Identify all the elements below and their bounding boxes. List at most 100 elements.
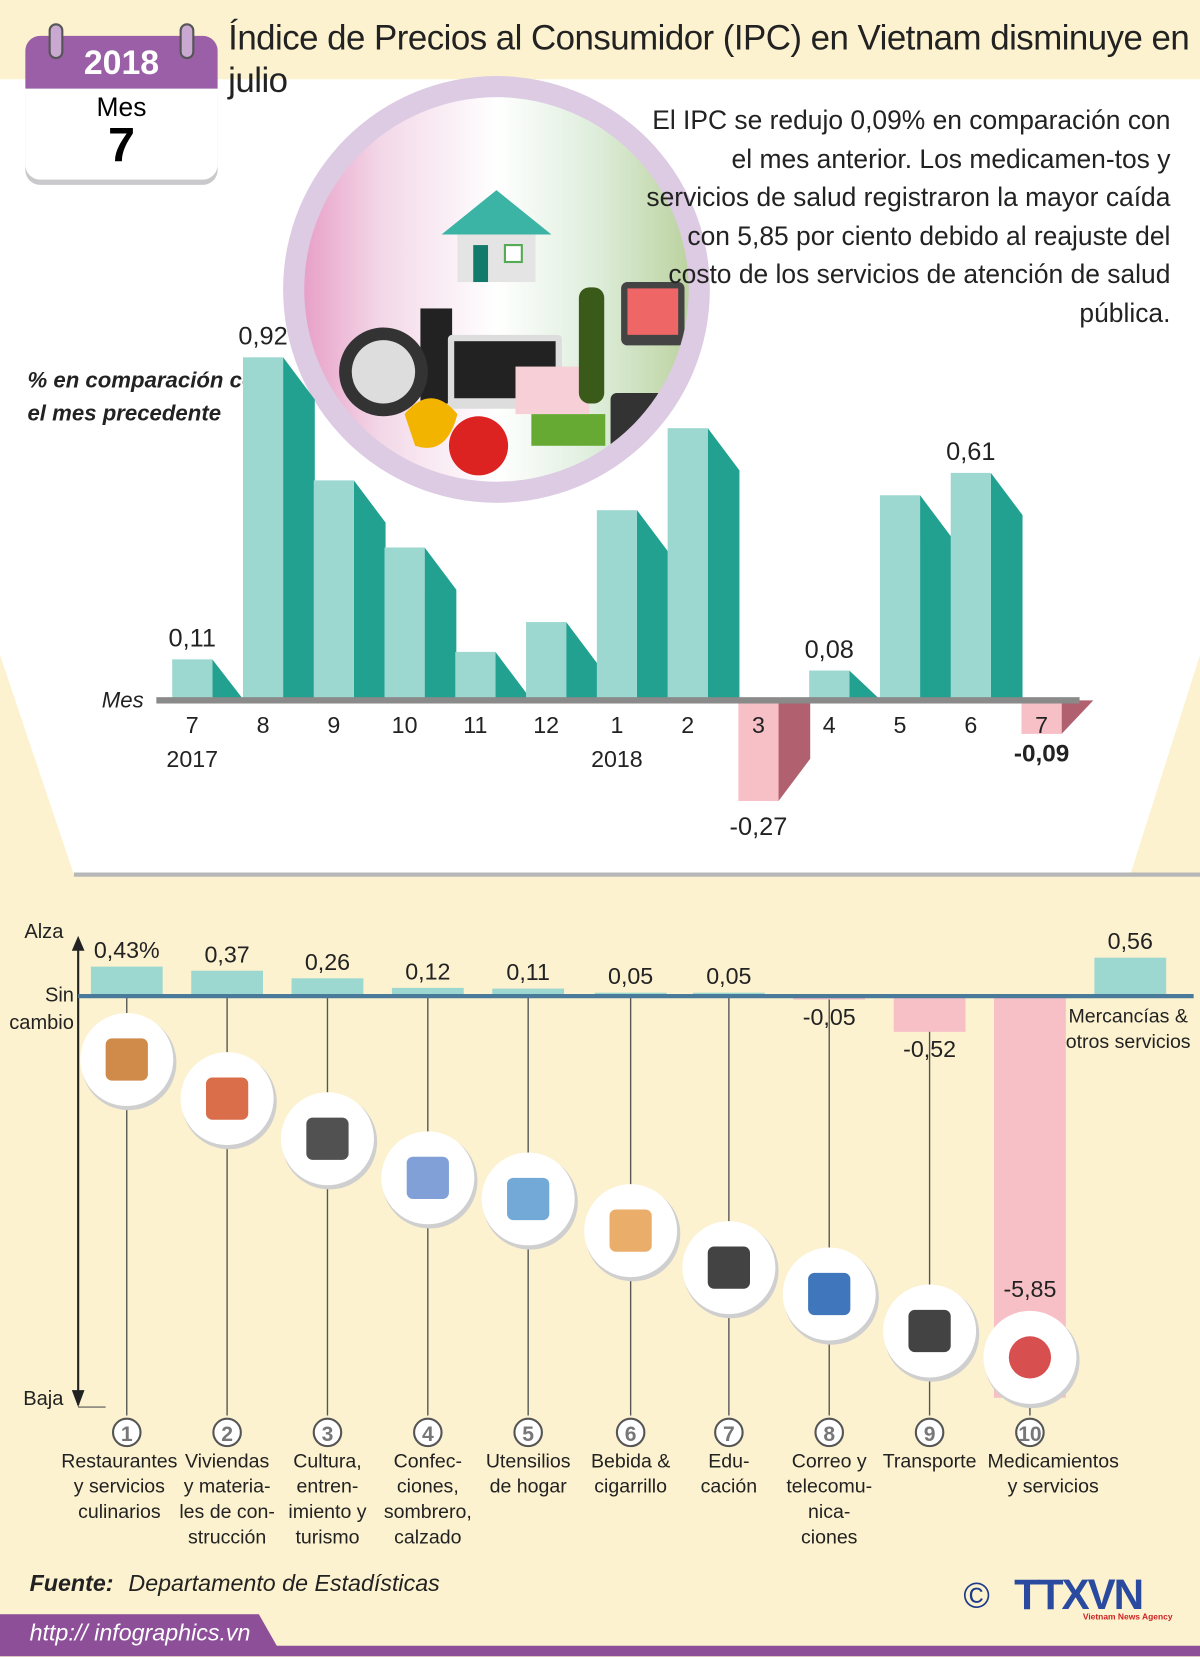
footer-bar — [0, 1614, 1200, 1657]
data-label: 0,56 — [1108, 928, 1153, 954]
drink-cigarette-icon — [584, 1184, 678, 1278]
y-label-mid: Sin — [45, 984, 74, 1006]
chart1-ylabel: % en comparación con el mes precedente — [27, 368, 270, 426]
number-label: 8 — [823, 1423, 835, 1446]
drink-cigarette-icon-glyph — [609, 1209, 652, 1252]
source-label: Fuente: — [29, 1569, 114, 1597]
clapperboard-icon — [280, 1092, 374, 1186]
icon-shadow — [585, 1186, 681, 1282]
data-label: 0,12 — [405, 958, 450, 984]
icon-shadow — [81, 1015, 177, 1111]
zero-line — [78, 994, 1194, 999]
meal-icon-glyph — [105, 1038, 148, 1081]
bar-6 — [692, 992, 765, 997]
data-label: -5,85 — [1003, 1276, 1056, 1302]
data-label: 0,05 — [608, 963, 653, 989]
icon-shadow — [382, 1133, 478, 1229]
category-label: Medicamientos y servicios — [987, 1450, 1119, 1497]
category-label: Utensilios de hogar — [486, 1450, 571, 1497]
data-label: 0,37 — [205, 941, 250, 967]
category-label: Transporte — [883, 1450, 977, 1472]
icon-shadow — [282, 1094, 378, 1190]
logo-text: TTXVN — [1014, 1571, 1144, 1619]
house-icon — [180, 1052, 274, 1146]
icon-shadow — [884, 1286, 980, 1382]
category-label: Cultura, entren-imiento y turismo — [288, 1450, 366, 1548]
number-badge — [413, 1417, 443, 1448]
bar-8 — [893, 996, 966, 1032]
number-badge — [814, 1417, 845, 1448]
number-label: 1 — [121, 1423, 133, 1446]
number-badge — [111, 1417, 142, 1448]
bar-0 — [90, 966, 163, 997]
data-label: -0,52 — [903, 1036, 956, 1062]
y-label-bottom: Baja — [23, 1388, 64, 1410]
bar-1 — [191, 970, 264, 997]
calendar-year: 2018 — [25, 35, 218, 89]
clothes-shoes-icon-glyph — [406, 1156, 449, 1199]
summary-text: El IPC se redujo 0,09% en comparación co… — [646, 105, 1171, 328]
bar-4 — [492, 988, 565, 997]
bar-3 — [391, 987, 464, 997]
data-label: -0,05 — [803, 1004, 856, 1030]
number-label: 10 — [1018, 1423, 1041, 1446]
washing-machine-icon-glyph — [507, 1177, 550, 1221]
washing-machine-icon — [481, 1152, 575, 1246]
icon-shadow — [181, 1054, 277, 1150]
calendar-month-label: Mes — [96, 92, 147, 123]
icon-shadow — [683, 1223, 779, 1319]
category-label: Viviendas y materia-les de con-strucción — [179, 1450, 275, 1548]
number-label: 5 — [522, 1423, 534, 1446]
antenna-icon-glyph — [808, 1272, 851, 1316]
number-badge — [1015, 1417, 1045, 1448]
graduation-cap-icon — [682, 1221, 776, 1315]
data-label: 0,43% — [94, 937, 160, 963]
bar-10 — [1094, 957, 1167, 997]
calendar-ring-icon — [179, 23, 195, 60]
number-label: 6 — [625, 1423, 637, 1446]
y-label-mid: cambio — [9, 1012, 74, 1034]
y-label-top: Alza — [24, 921, 64, 943]
category-label: Correo y telecomu-nica-ciones — [786, 1450, 872, 1548]
source: Fuente: Departamento de Estadísticas — [30, 1570, 440, 1597]
bar-7 — [793, 996, 866, 1000]
data-label: 0,26 — [305, 949, 350, 975]
ttxvn-logo: TTXVN Vietnam News Agency — [1014, 1571, 1173, 1622]
logo-subtext: Vietnam News Agency — [1082, 1611, 1173, 1622]
icon-shadow — [984, 1313, 1080, 1409]
source-text: Departamento de Estadísticas — [128, 1569, 440, 1597]
traffic-light-icon-glyph — [908, 1309, 951, 1353]
number-badge — [714, 1417, 744, 1448]
calendar-badge: 2018 Mes 7 — [25, 23, 218, 180]
calendar-ring-icon — [48, 23, 64, 60]
arrow-up-icon — [71, 935, 85, 951]
number-label: 7 — [723, 1423, 735, 1446]
calendar-month: 7 — [107, 117, 135, 173]
bar-2 — [291, 978, 364, 997]
copyright-icon: © — [963, 1576, 990, 1617]
clapperboard-icon-glyph — [306, 1117, 349, 1160]
pills-icon-glyph — [1008, 1336, 1052, 1379]
house-icon-glyph — [205, 1077, 249, 1120]
category-label: Edu-cación — [701, 1450, 757, 1497]
clothes-shoes-icon — [381, 1131, 475, 1225]
number-label: 2 — [221, 1423, 233, 1446]
antenna-icon — [782, 1247, 876, 1341]
number-badge — [312, 1417, 343, 1448]
page-title: Índice de Precios al Consumidor (IPC) en… — [228, 17, 1190, 100]
number-badge — [513, 1417, 543, 1448]
icon-shadow — [783, 1249, 879, 1345]
number-label: 3 — [322, 1423, 334, 1446]
consumer-goods-icon — [339, 190, 685, 476]
icon-shadow — [482, 1154, 578, 1250]
category-label: Bebida & cigarrillo — [591, 1450, 670, 1497]
supermarket-photo — [283, 76, 710, 503]
number-label: 9 — [924, 1423, 936, 1446]
traffic-light-icon — [883, 1284, 977, 1378]
pills-icon — [983, 1310, 1077, 1404]
website-link[interactable]: http:// infographics.vn — [29, 1619, 251, 1646]
bar-9 — [994, 996, 1066, 1398]
number-badge — [212, 1417, 242, 1448]
arrow-down-icon — [71, 1390, 85, 1408]
